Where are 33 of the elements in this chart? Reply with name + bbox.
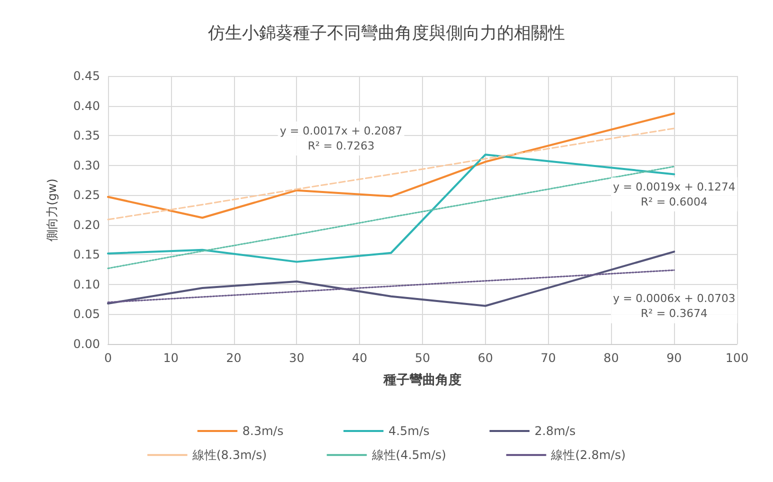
x-tick-label: 10 <box>163 351 179 365</box>
chart-title: 仿生小錦葵種子不同彎曲角度與側向力的相關性 <box>207 24 565 44</box>
annotation: y = 0.0017x + 0.2087 R² = 0.7263 <box>280 124 402 152</box>
x-tick-label: 70 <box>540 351 556 365</box>
y-axis-title: 側向力(gw) <box>45 178 59 242</box>
y-tick-label: 0.15 <box>73 248 100 262</box>
y-tick-label: 0.40 <box>73 98 100 113</box>
x-tick-label: 60 <box>478 351 494 365</box>
x-tick-label: 80 <box>604 351 619 365</box>
legend-label: 線性(8.3m/s) <box>191 448 267 462</box>
x-tick-label: 20 <box>226 351 242 365</box>
y-tick-label: 0.30 <box>73 158 100 172</box>
x-tick-label: 50 <box>414 351 430 365</box>
y-tick-label: 0.35 <box>73 128 100 143</box>
y-tick-label: 0.20 <box>73 218 100 232</box>
x-tick-label: 30 <box>289 351 304 365</box>
annotation: y = 0.0019x + 0.1274 R² = 0.6004 <box>612 180 736 208</box>
y-tick-label: 0.10 <box>73 277 100 292</box>
legend-label: 線性(2.8m/s) <box>550 448 626 462</box>
y-tick-label: 0.05 <box>73 307 100 322</box>
annotation: y = 0.0006x + 0.0703 R² = 0.3674 <box>612 292 736 320</box>
x-tick-label: 0 <box>104 351 112 365</box>
y-tick-label: 0.00 <box>73 337 100 351</box>
legend-label: 2.8m/s <box>534 424 576 438</box>
x-axis-title: 種子彎曲角度 <box>382 372 462 388</box>
x-tick-label: 100 <box>726 351 748 365</box>
legend-label: 線性(4.5m/s) <box>370 448 446 462</box>
y-tick-label: 0.45 <box>73 69 100 83</box>
legend-label: 8.3m/s <box>242 424 284 438</box>
y-tick-label: 0.25 <box>73 188 100 202</box>
x-tick-label: 90 <box>666 351 682 365</box>
legend-label: 4.5m/s <box>388 424 430 438</box>
x-tick-label: 40 <box>352 351 368 365</box>
